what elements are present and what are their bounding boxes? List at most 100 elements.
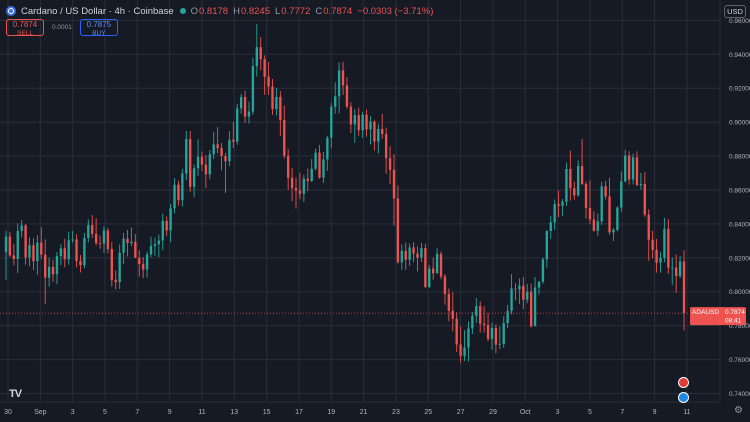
candle-body <box>55 255 59 275</box>
tradingview-logo-icon[interactable]: TV <box>9 388 22 400</box>
candle-body <box>341 70 345 86</box>
candle-body <box>522 285 525 300</box>
candle-body <box>337 70 341 97</box>
candle-body <box>189 139 192 187</box>
candle-body <box>286 155 290 178</box>
candle-body <box>455 318 458 345</box>
candle-body <box>373 121 376 142</box>
cardano-logo-icon <box>6 6 16 16</box>
candle-body <box>94 233 98 244</box>
candle-body <box>663 228 666 258</box>
candle-body <box>678 261 682 277</box>
candle-body <box>647 214 650 240</box>
candle-body <box>451 310 454 319</box>
close-label: C <box>315 5 323 17</box>
low-label: L <box>275 5 281 17</box>
candle-body <box>447 293 451 311</box>
x-tick-label: 7 <box>620 409 624 416</box>
candle-body <box>545 231 549 260</box>
candle-body <box>204 164 208 175</box>
candle-body <box>612 229 615 233</box>
currency-button[interactable]: USD <box>724 5 746 18</box>
candle-body <box>314 152 317 169</box>
candle-body <box>212 144 215 155</box>
candle-body <box>8 236 12 256</box>
x-tick-label: 11 <box>683 409 690 416</box>
settings-gear-icon[interactable]: ⚙ <box>734 405 743 416</box>
candle-body <box>157 240 161 245</box>
x-tick-label: 7 <box>135 409 139 416</box>
x-tick-label: 9 <box>653 409 657 416</box>
candle-body <box>177 184 180 201</box>
candle-body <box>134 241 137 258</box>
candle-body <box>600 186 603 222</box>
candle-body <box>236 108 239 142</box>
candle-body <box>506 310 509 324</box>
buy-price: 0.7875 <box>86 20 112 29</box>
candle-body <box>71 239 74 241</box>
current-price-label: 0.7874 <box>725 309 745 316</box>
candle-body <box>224 156 227 162</box>
event-marker-icon[interactable] <box>678 377 689 388</box>
symbol-title[interactable]: Cardano / US Dollar · 4h · Coinbase <box>21 5 174 17</box>
candle-body <box>624 155 627 182</box>
sell-button[interactable]: 0.7874 SELL <box>6 19 44 37</box>
candle-body <box>655 249 658 263</box>
candle-body <box>471 315 474 329</box>
x-tick-label: 11 <box>198 409 205 416</box>
candle-body <box>216 144 219 149</box>
candle-body <box>529 291 533 327</box>
candle-body <box>569 168 572 189</box>
candle-body <box>98 243 102 245</box>
candle-body <box>388 158 392 170</box>
candle-body <box>161 220 164 241</box>
candle-body <box>251 66 255 112</box>
candle-body <box>298 190 302 194</box>
candle-body <box>196 156 200 169</box>
candle-body <box>404 250 407 260</box>
open-label: O <box>190 5 198 17</box>
candle-body <box>75 239 78 262</box>
candle-body <box>439 253 443 277</box>
candle-body <box>459 344 462 357</box>
candle-body <box>32 245 35 262</box>
candle-body <box>290 177 294 189</box>
candle-body <box>330 106 333 138</box>
buy-label: BUY <box>92 29 106 37</box>
candle-body <box>671 267 674 269</box>
candle-body <box>592 219 596 231</box>
candle-body <box>185 139 188 174</box>
candle-body <box>334 96 337 107</box>
x-tick-label: Sep <box>34 409 47 416</box>
candle-body <box>208 154 211 175</box>
candle-body <box>482 323 486 325</box>
candle-body <box>165 220 168 231</box>
x-tick-label: 15 <box>263 409 271 416</box>
x-tick-label: 27 <box>457 409 465 416</box>
buy-button[interactable]: 0.7875 BUY <box>79 19 118 37</box>
candle-body <box>63 248 66 260</box>
candle-body <box>435 253 439 274</box>
candle-body <box>639 183 643 186</box>
candle-body <box>271 86 274 110</box>
earnings-marker-icon[interactable] <box>678 392 689 403</box>
x-tick-label: 5 <box>588 409 592 416</box>
candle-body <box>118 252 121 283</box>
candle-body <box>40 242 43 255</box>
candle-body <box>616 207 619 230</box>
x-tick-label: 19 <box>327 409 335 416</box>
x-axis[interactable]: 30 Sep 3 5 7 9 11 13 15 17 19 21 23 25 27 29 Oct 3 5 7 9 11 <box>4 409 691 416</box>
candle-body <box>106 230 110 250</box>
candle-body <box>549 222 552 232</box>
candle-body <box>47 266 51 278</box>
candle-body <box>20 225 23 232</box>
candle-body <box>467 328 470 348</box>
candle-body <box>326 137 329 160</box>
candle-body <box>428 268 431 287</box>
candle-body <box>67 240 70 260</box>
candle-body <box>475 306 478 316</box>
